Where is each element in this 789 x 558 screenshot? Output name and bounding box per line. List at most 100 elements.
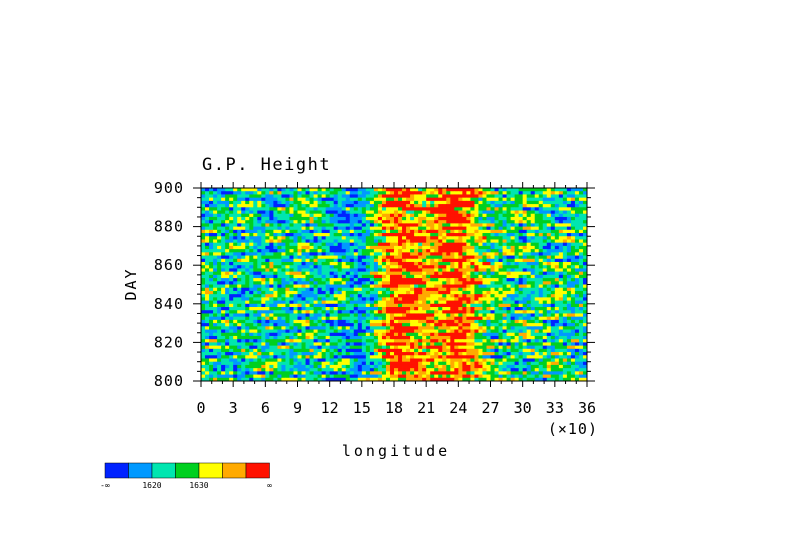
heatmap-cell [209,303,214,308]
heatmap-cell [462,249,467,253]
heatmap-cell [446,245,451,250]
heatmap-cell [446,352,451,356]
heatmap-cell [241,242,246,247]
heatmap-cell [333,258,339,263]
heatmap-cell [361,335,367,340]
heatmap-cell [229,200,234,205]
heatmap-cell [317,348,323,353]
heatmap-cell [257,216,262,221]
heatmap-cell [289,345,294,350]
heatmap-cell [221,303,226,308]
heatmap-cell [233,307,238,311]
heatmap-cell [349,255,355,260]
heatmap-cell [462,310,467,314]
heatmap-cell [293,335,298,340]
heatmap-cell [570,329,576,334]
heatmap-cell [289,265,294,269]
heatmap-cell [289,197,294,202]
heatmap-cell [446,191,451,195]
heatmap-cell [570,258,576,263]
heatmap-cell [546,194,552,199]
heatmap-cell [402,300,407,305]
heatmap-cell [562,216,568,221]
heatmap-cell [470,303,475,308]
heatmap-cell [381,300,387,305]
heatmap-cell [221,239,226,244]
heatmap-cell [442,207,447,211]
heatmap-cell [518,342,524,347]
heatmap-cell [213,339,218,343]
heatmap-cell [301,223,306,227]
heatmap-cell [458,284,463,289]
heatmap-cell [233,223,238,227]
heatmap-cell [450,323,455,327]
heatmap-cell [414,265,419,269]
heatmap-cell [253,233,258,237]
heatmap-cell [402,294,407,298]
heatmap-cell [502,252,507,256]
heatmap-cell [293,332,298,337]
heatmap-cell [293,345,298,350]
heatmap-cell [293,239,298,244]
heatmap-cell [245,265,250,269]
heatmap-cell [385,223,391,227]
heatmap-cell [426,226,431,231]
heatmap-cell [381,226,387,231]
heatmap-cell [225,352,230,356]
heatmap-cell [349,303,355,308]
heatmap-cell [309,204,314,208]
heatmap-cell [213,313,218,318]
heatmap-cell [454,307,459,311]
heatmap-cell [337,284,343,289]
heatmap-cell [365,229,371,234]
heatmap-cell [377,339,383,343]
heatmap-cell [221,268,226,273]
heatmap-cell [558,200,564,205]
heatmap-cell [510,258,516,263]
heatmap-cell [554,236,560,240]
heatmap-cell [213,245,218,250]
heatmap-cell [257,213,262,218]
heatmap-cell [273,303,278,308]
heatmap-cell [414,352,419,356]
heatmap-cell [466,220,471,224]
heatmap-cell [325,265,331,269]
heatmap-cell [293,294,298,298]
heatmap-cell [361,319,367,324]
heatmap-cell [474,242,479,247]
heatmap-cell [321,258,327,263]
heatmap-cell [257,226,262,231]
heatmap-cell [301,326,306,330]
heatmap-cell [373,268,379,273]
heatmap-cell [534,294,540,298]
heatmap-cell [454,348,459,353]
heatmap-cell [337,300,343,305]
heatmap-cell [309,271,314,276]
heatmap-cell [566,216,572,221]
heatmap-cell [301,335,306,340]
heatmap-cell [297,300,302,305]
heatmap-cell [554,323,560,327]
heatmap-cell [418,290,423,295]
heatmap-cell [566,329,572,334]
heatmap-cell [245,220,250,224]
heatmap-cell [217,319,222,324]
heatmap-cell [201,216,206,221]
heatmap-cell [494,313,499,318]
heatmap-cell [241,239,246,244]
heatmap-cell [454,216,459,221]
heatmap-cell [293,278,298,282]
heatmap-cell [522,284,528,289]
heatmap-cell [385,229,391,234]
heatmap-cell [482,207,487,211]
heatmap-cell [450,274,455,279]
heatmap-cell [261,245,266,250]
heatmap-cell [237,274,242,279]
heatmap-cell [558,348,564,353]
heatmap-cell [558,316,564,321]
heatmap-cell [478,226,483,231]
heatmap-cell [353,213,359,218]
heatmap-cell [313,313,318,318]
heatmap-cell [305,223,310,227]
heatmap-cell [542,213,548,218]
